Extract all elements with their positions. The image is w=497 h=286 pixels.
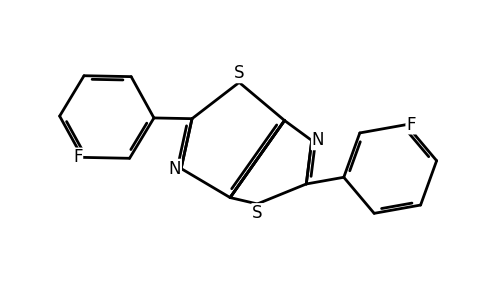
Text: S: S [252, 204, 262, 222]
Text: N: N [168, 160, 181, 178]
Text: S: S [234, 64, 245, 82]
Text: F: F [73, 148, 83, 166]
Text: N: N [312, 132, 324, 150]
Text: F: F [406, 116, 415, 134]
